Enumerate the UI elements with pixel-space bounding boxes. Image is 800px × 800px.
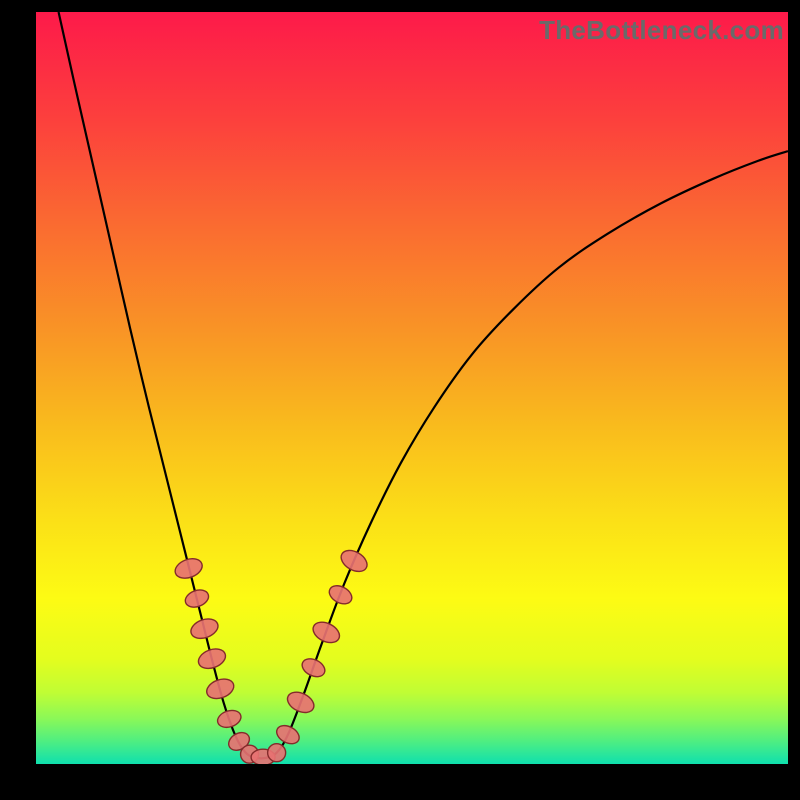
watermark-text: TheBottleneck.com xyxy=(539,15,784,46)
marker-point xyxy=(183,587,211,610)
plot-area xyxy=(36,12,788,764)
marker-point xyxy=(196,645,228,671)
marker-point xyxy=(268,744,286,762)
marker-point xyxy=(326,582,355,607)
curve-path xyxy=(59,12,788,758)
marker-point xyxy=(310,618,343,646)
marker-point xyxy=(337,546,370,576)
marker-point xyxy=(215,708,243,731)
chart-svg xyxy=(36,12,788,764)
marker-point xyxy=(284,688,317,716)
marker-point xyxy=(299,655,328,680)
markers-group xyxy=(172,546,370,764)
marker-point xyxy=(172,555,204,581)
marker-point xyxy=(204,676,236,702)
marker-point xyxy=(188,615,220,641)
